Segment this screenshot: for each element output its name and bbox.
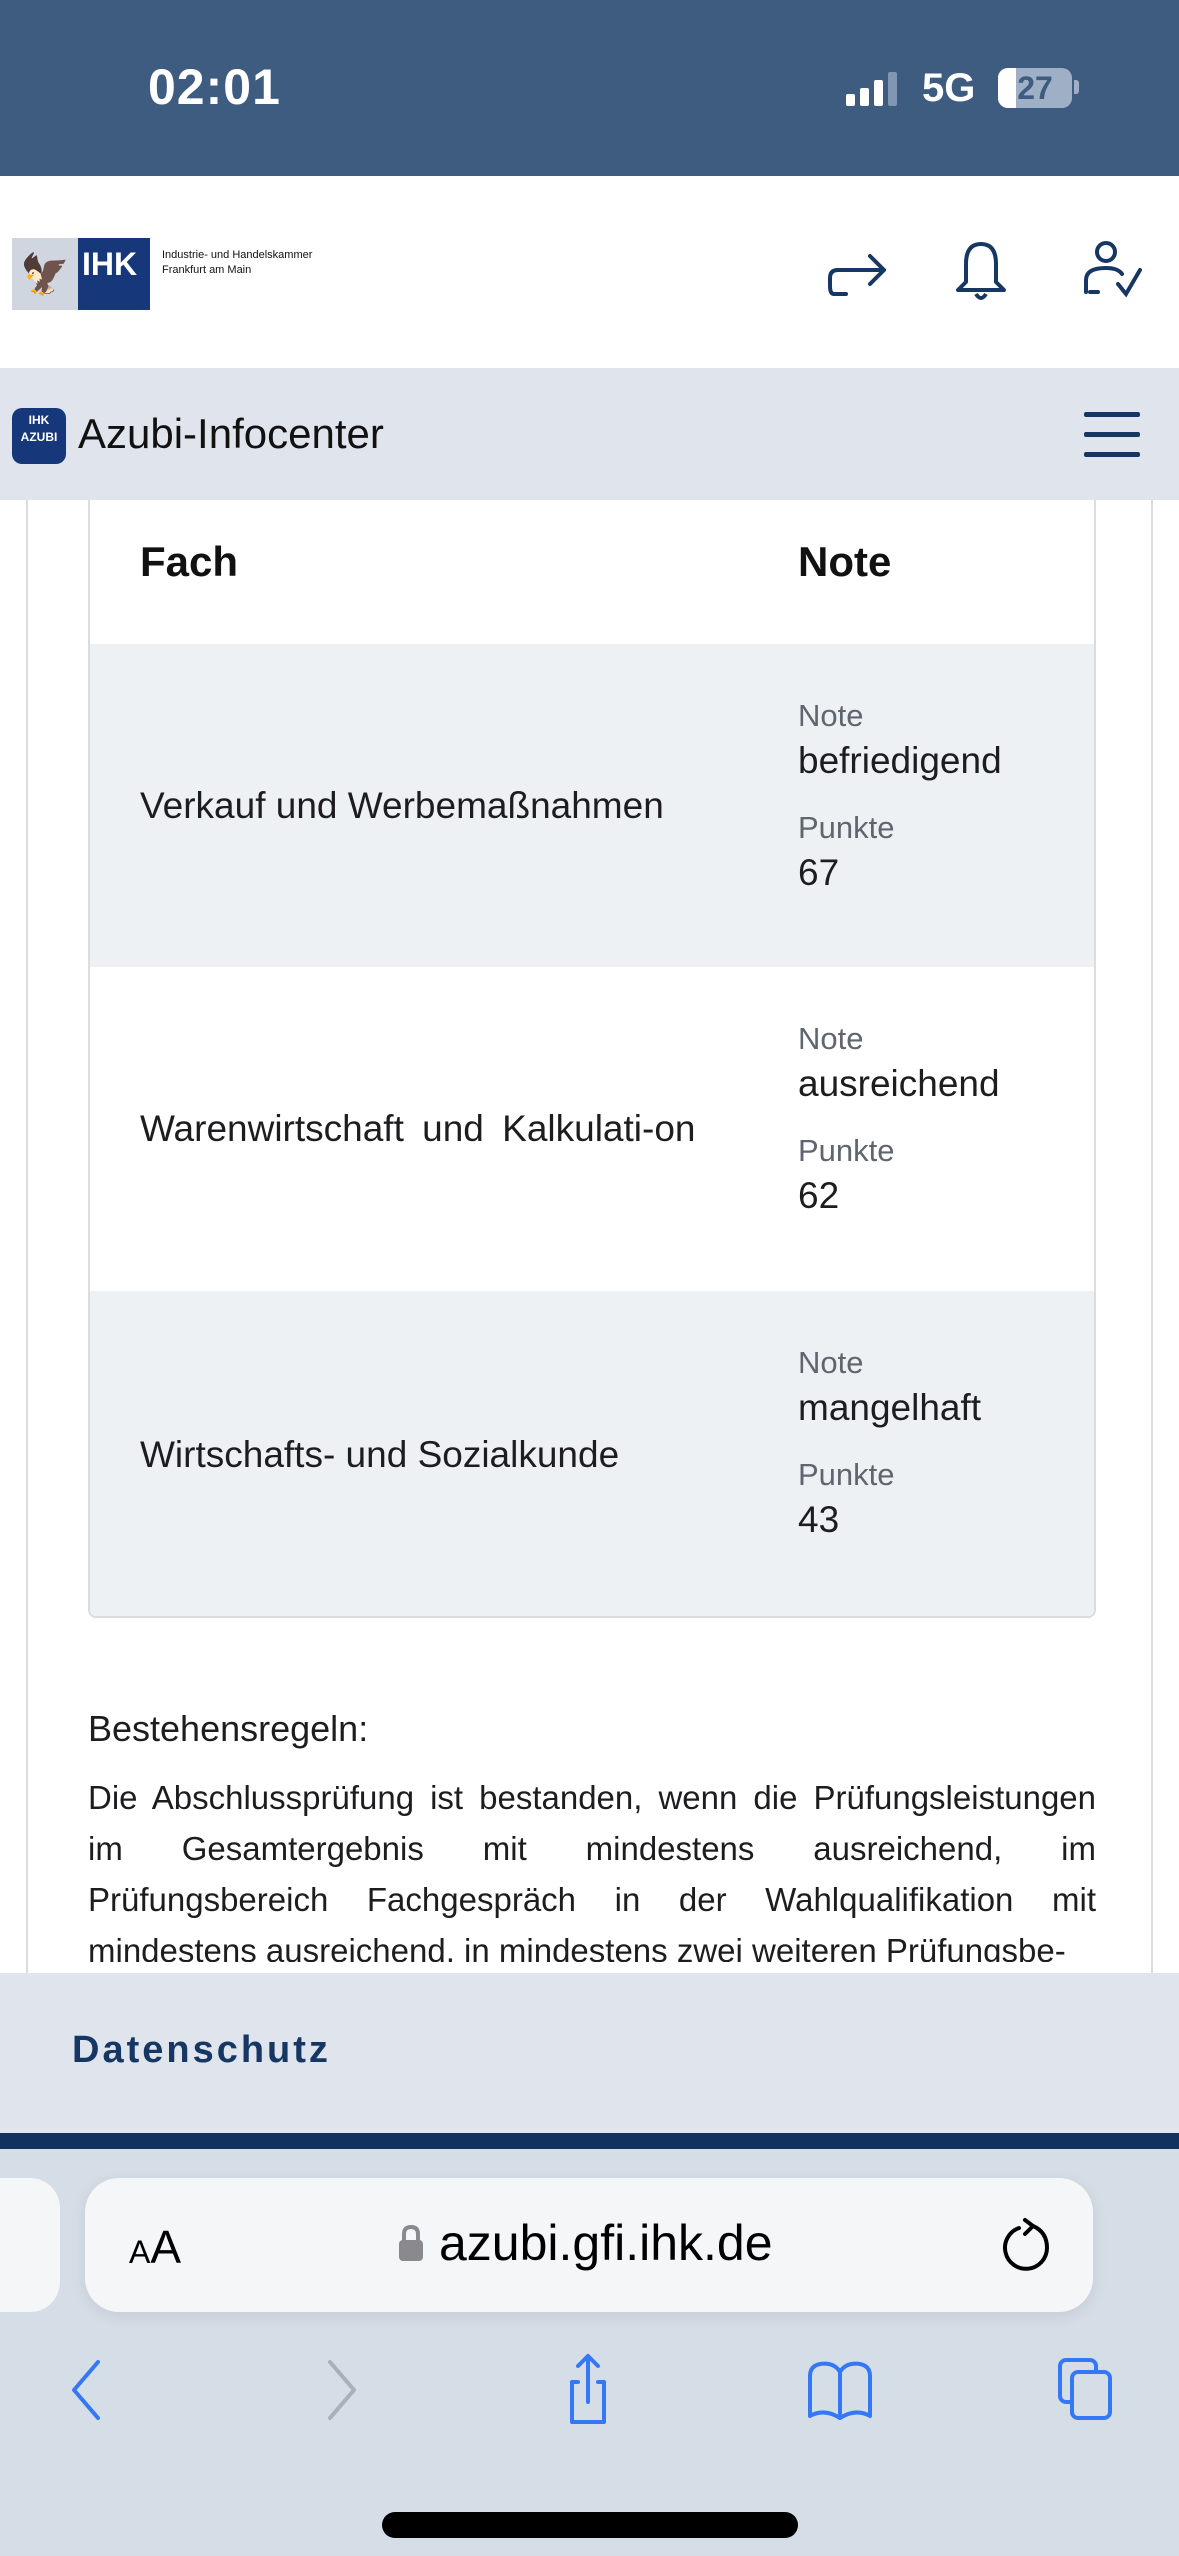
points-value: 43 bbox=[798, 1499, 840, 1540]
note-label: Note bbox=[798, 1021, 864, 1056]
logo-subtitle-1: Industrie- und Handelskammer bbox=[162, 249, 313, 261]
battery-level: 27 bbox=[1017, 70, 1053, 106]
app-title: Azubi-Infocenter bbox=[78, 410, 384, 457]
note-label: Note bbox=[798, 1345, 864, 1380]
note-value: befriedigend bbox=[798, 740, 1002, 781]
logout-icon[interactable] bbox=[826, 236, 896, 306]
points-value: 62 bbox=[798, 1175, 840, 1216]
back-icon[interactable] bbox=[48, 2350, 128, 2430]
ihk-logo[interactable]: 🦅 IHK Industrie- und Handelskammer Frankf… bbox=[12, 238, 312, 310]
text-size-small: A bbox=[129, 2234, 151, 2270]
points-label: Punkte bbox=[798, 810, 895, 845]
grades-table: Fach Note Verkauf und Werbemaßnahmen Not… bbox=[88, 500, 1096, 1618]
table-row: Verkauf und Werbemaßnahmen Note befriedi… bbox=[90, 644, 1094, 967]
subject: Wirtschafts- und Sozialkunde bbox=[140, 1433, 620, 1475]
header-fach: Fach bbox=[140, 538, 239, 585]
azubi-logo: IHK AZUBI bbox=[12, 408, 66, 464]
content-card bbox=[26, 500, 1153, 1973]
url-display[interactable]: azubi.gfi.ihk.de bbox=[397, 2214, 773, 2272]
bell-icon[interactable] bbox=[946, 236, 1016, 306]
battery-icon: 27 bbox=[998, 68, 1072, 108]
header-note: Note bbox=[798, 538, 892, 585]
clock: 02:01 bbox=[148, 59, 281, 115]
address-bar[interactable]: AA azubi.gfi.ihk.de bbox=[85, 2178, 1093, 2312]
points-value: 67 bbox=[798, 852, 840, 893]
status-bar: 02:01 5G 27 bbox=[0, 0, 1179, 176]
badge-top: IHK bbox=[28, 413, 50, 427]
share-icon[interactable] bbox=[548, 2350, 628, 2430]
text-size-large: A bbox=[150, 2221, 182, 2273]
url-text: azubi.gfi.ihk.de bbox=[439, 2215, 773, 2271]
privacy-link[interactable]: Datenschutz bbox=[72, 2029, 331, 2071]
note-value: mangelhaft bbox=[798, 1387, 982, 1428]
points-label: Punkte bbox=[798, 1457, 895, 1492]
logo-text: IHK bbox=[78, 238, 150, 310]
reload-icon[interactable] bbox=[997, 2216, 1055, 2274]
site-header: 🦅 IHK Industrie- und Handelskammer Frankf… bbox=[0, 176, 1179, 368]
hamburger-menu-icon[interactable] bbox=[1084, 412, 1140, 458]
note-label: Note bbox=[798, 698, 864, 733]
subject: Verkauf und Werbemaßnahmen bbox=[140, 784, 664, 826]
badge-bottom: AZUBI bbox=[20, 430, 58, 444]
eagle-icon: 🦅 bbox=[12, 238, 78, 310]
footer-divider bbox=[0, 2133, 1179, 2149]
network-type: 5G bbox=[922, 66, 976, 110]
app-bar: IHK AZUBI Azubi-Infocenter bbox=[0, 368, 1179, 500]
note-value: ausreichend bbox=[798, 1063, 1000, 1104]
text-size-button[interactable]: AA bbox=[129, 2220, 181, 2274]
grade-cell: Note mangelhaft Punkte 43 bbox=[798, 1343, 981, 1567]
rules-text: Die Abschlussprüfung ist bestanden, wenn… bbox=[88, 1779, 1096, 1962]
home-indicator[interactable] bbox=[382, 2512, 798, 2538]
user-check-icon[interactable] bbox=[1078, 236, 1148, 306]
footer: Datenschutz bbox=[0, 1973, 1179, 2133]
lock-icon bbox=[399, 2224, 423, 2261]
tabs-icon[interactable] bbox=[1050, 2350, 1130, 2430]
points-label: Punkte bbox=[798, 1133, 895, 1168]
subject: Warenwirtschaft und Kalkulati-on bbox=[140, 1108, 696, 1149]
grade-cell: Note befriedigend Punkte 67 bbox=[798, 696, 1002, 920]
battery-tip bbox=[1074, 80, 1079, 94]
logo-subtitle-2: Frankfurt am Main bbox=[162, 264, 252, 276]
rules-title: Bestehensregeln: bbox=[88, 1708, 369, 1749]
table-row: Wirtschafts- und Sozialkunde Note mangel… bbox=[90, 1291, 1094, 1616]
table-row: Warenwirtschaft und Kalkulati-on Note au… bbox=[90, 967, 1094, 1291]
grade-cell: Note ausreichend Punkte 62 bbox=[798, 1019, 1000, 1243]
signal-icon bbox=[846, 72, 897, 106]
bookmarks-icon[interactable] bbox=[800, 2350, 880, 2430]
logo-subtitle: Industrie- und Handelskammer Frankfurt am… bbox=[150, 238, 312, 310]
table-header: Fach Note bbox=[90, 500, 1094, 644]
previous-tab-edge[interactable] bbox=[0, 2178, 60, 2312]
forward-icon[interactable] bbox=[300, 2350, 380, 2430]
